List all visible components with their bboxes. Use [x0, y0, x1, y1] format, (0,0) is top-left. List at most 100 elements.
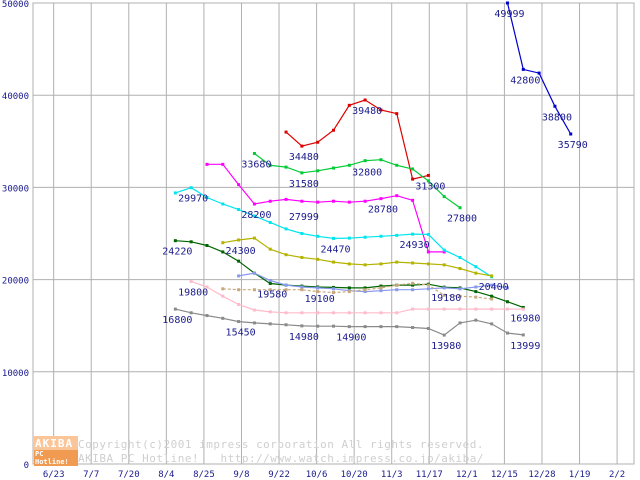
series-line-green: [254, 153, 461, 209]
data-point-olive: [490, 274, 494, 278]
data-point-olive: [411, 261, 415, 265]
data-label: 31580: [289, 179, 319, 190]
data-label: 42800: [510, 75, 540, 86]
data-point-darkgreen: [268, 281, 272, 285]
data-point-pink: [268, 310, 272, 314]
data-point-olive: [237, 238, 241, 242]
data-point-blue: [569, 132, 573, 136]
data-point-darkgreen: [379, 284, 383, 288]
data-point-periwinkle: [505, 286, 509, 290]
data-point-cyan: [426, 232, 430, 236]
x-tick-label: 9/8: [233, 470, 249, 480]
data-label: 35790: [558, 140, 588, 151]
series-line-tan: [222, 282, 492, 300]
data-point-pink: [458, 307, 462, 311]
x-tick-label: 2/2: [609, 470, 625, 480]
data-point-magenta: [395, 194, 399, 198]
data-label: 19580: [257, 289, 287, 300]
data-label: 14980: [289, 332, 319, 343]
data-point-tan: [284, 288, 288, 292]
data-point-red: [363, 98, 367, 102]
data-point-cyan: [363, 235, 367, 239]
grid-lines: [32, 2, 635, 465]
logo-subtitle: PC Hotline!: [34, 450, 78, 466]
data-point-red: [332, 128, 335, 132]
x-tick-label: 12/15: [491, 470, 518, 480]
data-point-red: [284, 130, 288, 134]
data-point-tan: [332, 291, 335, 295]
data-point-green: [300, 171, 304, 175]
data-point-red: [300, 144, 304, 148]
data-point-periwinkle: [363, 290, 367, 294]
data-point-pink: [347, 311, 351, 315]
data-label: 16800: [162, 315, 192, 326]
data-point-darkgreen: [363, 286, 367, 290]
data-point-darkgreen: [347, 286, 351, 290]
data-point-magenta: [237, 183, 241, 187]
data-point-olive: [284, 253, 288, 257]
data-point-cyan: [221, 202, 225, 206]
data-point-pink: [395, 311, 399, 315]
data-point-green: [379, 158, 383, 162]
data-point-cyan: [205, 196, 209, 200]
data-point-blue: [553, 104, 557, 108]
x-tick-label: 10/6: [306, 470, 328, 480]
y-tick-label: 20000: [2, 277, 29, 287]
data-point-green: [332, 166, 335, 170]
data-point-gray: [490, 322, 494, 326]
data-point-pink: [505, 307, 509, 311]
data-point-pink: [189, 279, 193, 283]
data-point-pink: [332, 311, 335, 315]
data-point-periwinkle: [458, 287, 462, 291]
data-point-pink: [490, 307, 494, 311]
data-label: 38800: [542, 112, 572, 123]
data-point-gray: [395, 325, 399, 329]
data-point-magenta: [411, 198, 415, 202]
data-point-periwinkle: [252, 271, 256, 275]
data-point-red: [379, 108, 383, 112]
data-label: 27999: [289, 212, 319, 223]
x-tick-label: 9/22: [268, 470, 290, 480]
data-point-olive: [347, 262, 351, 266]
data-point-gray: [316, 324, 320, 328]
data-point-gray: [363, 325, 367, 329]
data-point-periwinkle: [379, 289, 383, 293]
data-point-pink: [237, 302, 241, 306]
data-label: 24470: [320, 244, 350, 255]
data-point-darkgreen: [173, 239, 177, 243]
series-line-pink: [190, 280, 524, 314]
series-line-periwinkle: [238, 272, 508, 293]
data-point-periwinkle: [442, 286, 446, 290]
data-point-blue: [537, 71, 541, 75]
data-point-cyan: [300, 232, 304, 235]
data-point-pink: [411, 307, 415, 311]
data-label: 13980: [431, 341, 461, 352]
data-point-olive: [252, 236, 256, 240]
data-point-green: [411, 167, 415, 171]
data-point-gray: [505, 331, 509, 335]
data-point-blue: [505, 1, 509, 5]
data-point-green: [363, 159, 367, 163]
data-point-gray: [300, 324, 304, 328]
data-point-labels: 49999 42800 38800 35790 34480 39480 31300 33680…: [162, 9, 588, 352]
data-point-olive: [458, 267, 462, 271]
data-point-red: [426, 173, 430, 177]
data-label: 33680: [241, 159, 271, 170]
data-label: 19180: [431, 293, 461, 304]
data-point-magenta: [426, 250, 430, 254]
data-point-periwinkle: [268, 279, 272, 283]
data-point-green: [442, 195, 446, 199]
series-line-red: [285, 99, 429, 180]
data-point-cyan: [173, 191, 177, 195]
data-point-gray: [284, 323, 288, 327]
data-point-gray: [332, 324, 335, 328]
data-point-periwinkle: [237, 274, 241, 278]
data-point-gray: [347, 325, 351, 329]
x-tick-label: 7/7: [83, 470, 99, 480]
data-point-magenta: [347, 200, 351, 204]
data-point-gray: [474, 318, 478, 322]
data-label: 16980: [510, 313, 540, 324]
data-point-cyan: [458, 255, 462, 259]
data-point-magenta: [316, 200, 320, 204]
